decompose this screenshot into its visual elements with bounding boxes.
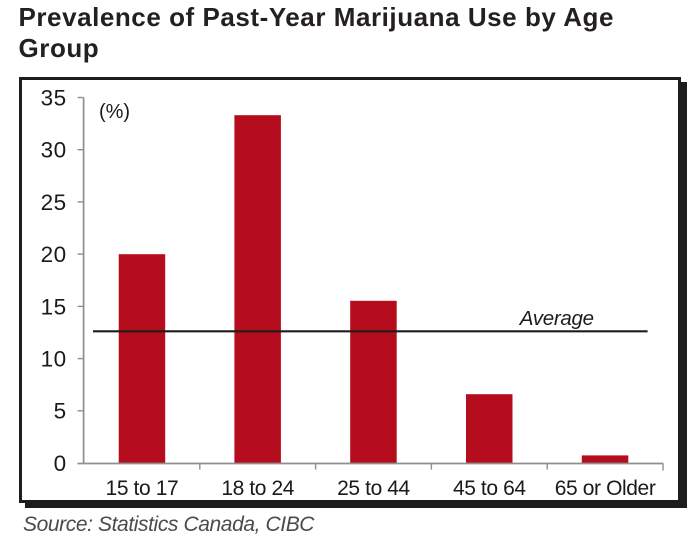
svg-text:18 to 24: 18 to 24 bbox=[221, 477, 294, 500]
svg-text:30: 30 bbox=[41, 138, 67, 163]
svg-text:20: 20 bbox=[41, 242, 67, 267]
svg-text:0: 0 bbox=[54, 451, 67, 476]
svg-text:65 or Older: 65 or Older bbox=[555, 477, 656, 500]
svg-text:25 to 44: 25 to 44 bbox=[337, 477, 410, 500]
svg-text:15 to 17: 15 to 17 bbox=[106, 477, 179, 500]
svg-text:35: 35 bbox=[41, 85, 67, 110]
svg-text:15: 15 bbox=[41, 294, 67, 319]
svg-text:10: 10 bbox=[41, 347, 67, 372]
svg-text:5: 5 bbox=[54, 399, 67, 424]
svg-text:(%): (%) bbox=[99, 101, 130, 123]
svg-text:45 to 64: 45 to 64 bbox=[453, 477, 526, 500]
svg-text:25: 25 bbox=[41, 190, 67, 215]
svg-text:Average: Average bbox=[518, 307, 594, 330]
